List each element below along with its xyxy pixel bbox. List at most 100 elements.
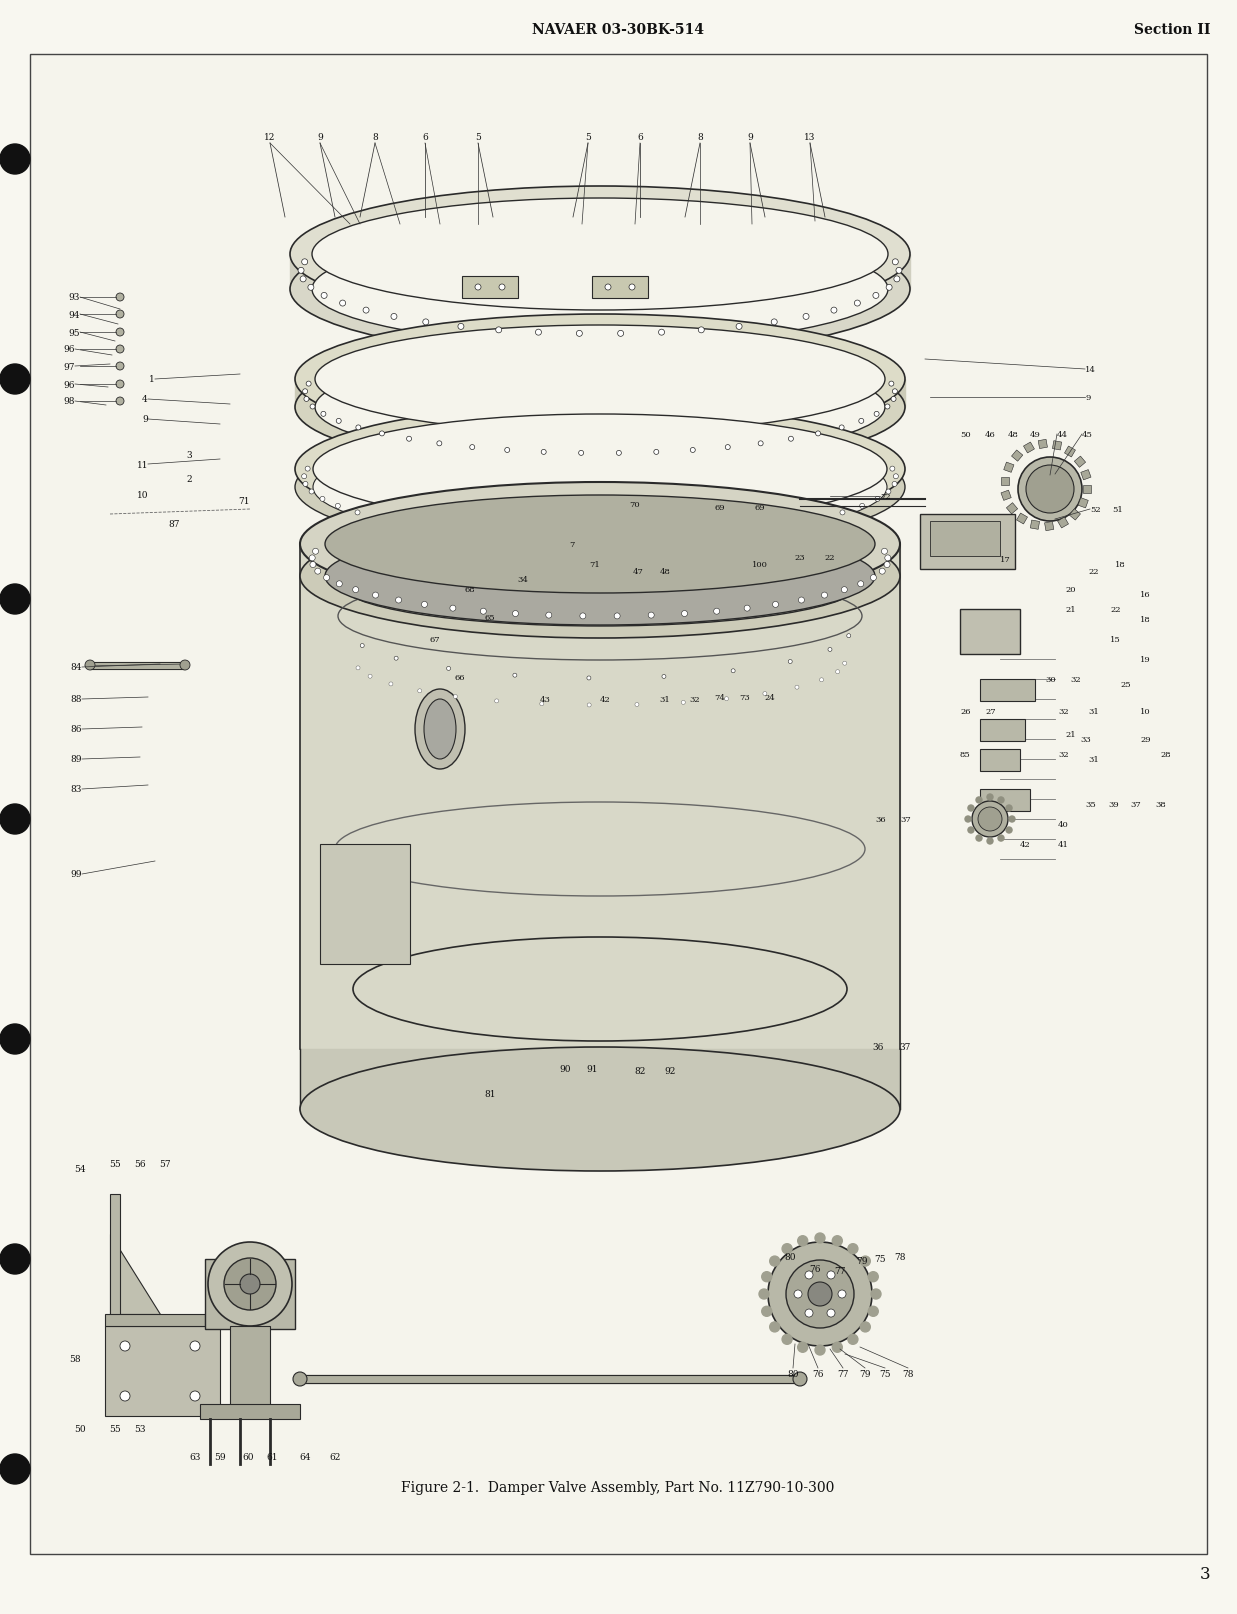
- Circle shape: [967, 828, 974, 833]
- Ellipse shape: [340, 542, 860, 626]
- Circle shape: [725, 445, 730, 450]
- Circle shape: [580, 613, 586, 620]
- Circle shape: [788, 437, 793, 442]
- Circle shape: [513, 673, 517, 678]
- Bar: [230, 1327, 270, 1406]
- Bar: [980, 789, 1030, 812]
- Circle shape: [0, 1244, 30, 1273]
- Circle shape: [224, 1259, 276, 1311]
- Circle shape: [967, 805, 974, 812]
- Bar: [1075, 457, 1086, 468]
- Bar: [200, 1404, 301, 1419]
- Text: 31: 31: [1089, 707, 1098, 715]
- Text: 32: 32: [1058, 751, 1069, 759]
- Circle shape: [423, 320, 429, 326]
- Text: 79: 79: [856, 1257, 867, 1265]
- Ellipse shape: [294, 405, 905, 534]
- Ellipse shape: [289, 221, 910, 358]
- Circle shape: [758, 526, 763, 531]
- Text: 10: 10: [136, 491, 148, 499]
- Circle shape: [116, 329, 124, 337]
- Circle shape: [972, 802, 1008, 838]
- Bar: [105, 1314, 205, 1327]
- Text: 42: 42: [600, 696, 610, 704]
- Text: 30: 30: [1045, 676, 1055, 684]
- Circle shape: [873, 294, 878, 299]
- Circle shape: [579, 536, 584, 541]
- Text: 10: 10: [1141, 707, 1150, 715]
- Circle shape: [998, 797, 1004, 804]
- Text: 6: 6: [637, 134, 643, 142]
- Ellipse shape: [301, 483, 901, 607]
- Text: 16: 16: [1141, 591, 1150, 599]
- Circle shape: [293, 1372, 307, 1386]
- Text: 36: 36: [875, 815, 886, 823]
- Circle shape: [116, 381, 124, 389]
- Circle shape: [658, 329, 664, 336]
- Text: 32: 32: [1070, 676, 1081, 684]
- FancyBboxPatch shape: [461, 278, 518, 299]
- Circle shape: [505, 449, 510, 454]
- Text: 81: 81: [484, 1089, 496, 1099]
- Ellipse shape: [312, 199, 888, 312]
- Text: 66: 66: [455, 673, 465, 681]
- Circle shape: [541, 536, 546, 541]
- Circle shape: [892, 260, 898, 266]
- Text: 32: 32: [1058, 707, 1069, 715]
- Bar: [1007, 504, 1018, 515]
- Text: 19: 19: [1141, 655, 1150, 663]
- Text: 53: 53: [135, 1425, 146, 1433]
- Circle shape: [310, 562, 315, 568]
- Circle shape: [0, 1454, 30, 1485]
- Text: 97: 97: [63, 362, 75, 371]
- Circle shape: [768, 1243, 872, 1346]
- Circle shape: [418, 689, 422, 694]
- Text: 86: 86: [71, 725, 82, 734]
- Text: 75: 75: [875, 1254, 886, 1264]
- Circle shape: [875, 412, 880, 416]
- Bar: [930, 521, 999, 557]
- Circle shape: [616, 536, 621, 541]
- Polygon shape: [884, 379, 905, 408]
- Circle shape: [1006, 805, 1012, 812]
- Bar: [1012, 450, 1023, 462]
- Text: 77: 77: [837, 1370, 849, 1378]
- Circle shape: [539, 702, 544, 707]
- Bar: [105, 1327, 220, 1415]
- Bar: [920, 515, 1016, 570]
- Text: 5: 5: [585, 134, 591, 142]
- Text: 63: 63: [189, 1453, 200, 1462]
- Bar: [1001, 478, 1009, 486]
- Text: NAVAER 03-30BK-514: NAVAER 03-30BK-514: [532, 23, 704, 37]
- Circle shape: [396, 597, 402, 604]
- Circle shape: [605, 284, 611, 291]
- Circle shape: [893, 475, 898, 479]
- Text: 76: 76: [809, 1265, 821, 1273]
- Circle shape: [788, 660, 792, 663]
- Circle shape: [0, 365, 30, 395]
- Polygon shape: [289, 255, 312, 291]
- Circle shape: [208, 1243, 292, 1327]
- Text: 94: 94: [68, 310, 80, 320]
- Circle shape: [875, 497, 880, 502]
- Circle shape: [470, 445, 475, 450]
- Circle shape: [308, 286, 314, 291]
- Text: 8: 8: [698, 134, 703, 142]
- Text: 78: 78: [894, 1252, 905, 1262]
- Text: 7: 7: [569, 541, 575, 549]
- Circle shape: [302, 475, 307, 479]
- Text: 18: 18: [1141, 615, 1150, 623]
- Circle shape: [884, 405, 889, 410]
- Circle shape: [320, 497, 325, 502]
- Ellipse shape: [325, 495, 875, 594]
- Text: 82: 82: [635, 1067, 646, 1077]
- Circle shape: [798, 1343, 808, 1353]
- Text: 93: 93: [68, 294, 80, 302]
- Text: 67: 67: [429, 636, 440, 644]
- Bar: [1077, 499, 1089, 508]
- Polygon shape: [301, 544, 901, 1049]
- Text: 68: 68: [465, 586, 475, 594]
- Circle shape: [116, 312, 124, 320]
- Text: 41: 41: [1058, 841, 1069, 849]
- Text: 99: 99: [71, 870, 82, 880]
